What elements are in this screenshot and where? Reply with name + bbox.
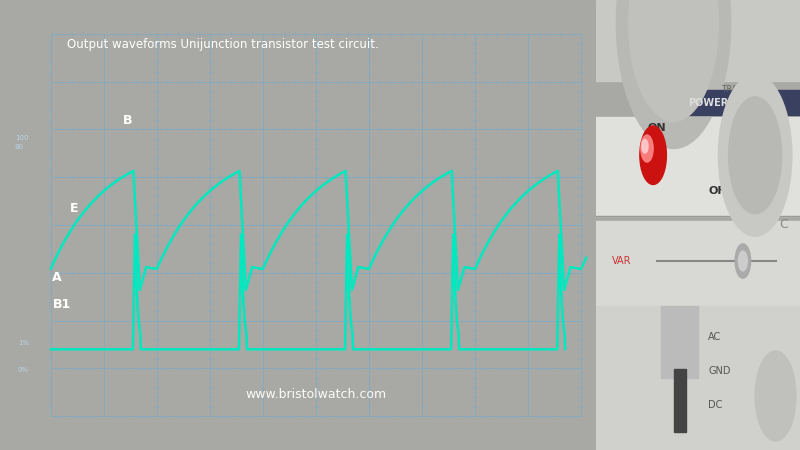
Circle shape — [718, 74, 792, 236]
Circle shape — [735, 244, 750, 278]
Text: B: B — [123, 114, 133, 127]
Circle shape — [616, 0, 730, 148]
Text: 80: 80 — [15, 144, 24, 150]
Text: AC: AC — [708, 333, 722, 342]
Text: DC: DC — [708, 400, 722, 410]
Bar — [674, 369, 686, 432]
Text: www.bristolwatch.com: www.bristolwatch.com — [246, 388, 386, 401]
Bar — [596, 117, 800, 216]
Text: Output waveforms Unijunction transistor test circuit.: Output waveforms Unijunction transistor … — [66, 37, 378, 50]
Circle shape — [640, 126, 666, 184]
Text: 0%: 0% — [18, 367, 29, 373]
Text: B1: B1 — [54, 298, 71, 311]
Text: 1%: 1% — [18, 340, 29, 346]
Circle shape — [642, 140, 648, 153]
Circle shape — [738, 251, 747, 271]
Text: ON: ON — [648, 123, 666, 133]
Circle shape — [629, 0, 718, 122]
Bar — [682, 90, 800, 115]
Bar — [662, 306, 698, 378]
Text: VAR: VAR — [612, 256, 632, 266]
Text: 100: 100 — [15, 135, 29, 140]
Text: OFF/: OFF/ — [708, 186, 737, 196]
Bar — [596, 306, 800, 450]
Text: TRACE R: TRACE R — [722, 86, 755, 94]
Bar — [596, 220, 800, 306]
Text: GND: GND — [708, 366, 730, 376]
Text: POWER: POWER — [688, 98, 728, 108]
Text: C: C — [779, 219, 788, 231]
Text: E: E — [70, 202, 78, 216]
Circle shape — [641, 135, 653, 162]
Circle shape — [729, 97, 782, 214]
Circle shape — [755, 351, 796, 441]
Bar — [596, 0, 800, 81]
Text: A: A — [52, 271, 62, 284]
